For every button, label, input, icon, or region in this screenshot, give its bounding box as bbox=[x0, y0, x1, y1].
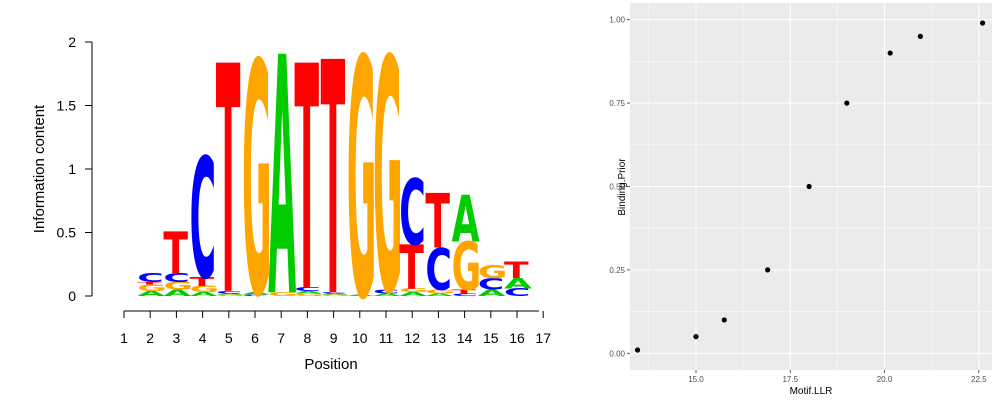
logo-x-tick-label: 11 bbox=[379, 330, 394, 346]
logo-x-tick-label: 15 bbox=[483, 330, 499, 346]
logo-letter-C-pos-9: C bbox=[321, 292, 347, 294]
scatter-y-tick-label: 1.00 bbox=[609, 16, 625, 25]
logo-letter-C-pos-8: C bbox=[294, 286, 320, 292]
logo-x-tick-label: 14 bbox=[457, 330, 473, 346]
logo-letter-A-pos-16: A bbox=[504, 276, 533, 292]
logo-letter-G-pos-9: G bbox=[321, 294, 351, 296]
scatter-point bbox=[917, 33, 923, 39]
logo-x-tick-label: 4 bbox=[199, 330, 207, 346]
logo-letter-C-pos-12: C bbox=[399, 161, 425, 266]
scatter-x-axis-title: Motif.LLR bbox=[790, 386, 833, 397]
logo-letter-T-pos-14: T bbox=[452, 289, 477, 295]
logo-x-tick-label: 17 bbox=[535, 330, 551, 346]
logo-letter-A-pos-15: A bbox=[478, 288, 507, 298]
logo-letter-G-pos-7: G bbox=[268, 291, 298, 297]
logo-letter-C-pos-5: C bbox=[216, 290, 243, 294]
logo-letter-C-pos-16: C bbox=[504, 287, 530, 299]
scatter-y-tick-label: 0.75 bbox=[609, 99, 625, 108]
logo-letter-G-pos-2: G bbox=[137, 283, 167, 293]
logo-x-tick-label: 16 bbox=[509, 330, 525, 346]
logo-letter-A-pos-5: A bbox=[216, 293, 244, 295]
scatter-point bbox=[765, 267, 771, 273]
logo-letter-C-pos-14: C bbox=[452, 293, 479, 297]
scatter-point bbox=[721, 317, 727, 323]
logo-x-tick-label: 10 bbox=[352, 330, 368, 346]
scatter-y-tick-label: 0.25 bbox=[609, 266, 625, 275]
logo-y-tick-label: 1.5 bbox=[57, 98, 77, 114]
logo-letter-T-pos-9: T bbox=[321, 0, 346, 368]
scatter-x-tick-label: 20.0 bbox=[877, 375, 893, 384]
logo-letter-C-pos-4: C bbox=[190, 125, 216, 317]
logo-letter-G-pos-5: G bbox=[216, 294, 246, 296]
logo-x-tick-label: 9 bbox=[330, 330, 338, 346]
scatter-point bbox=[634, 347, 641, 353]
logo-y-axis-title: Information content bbox=[31, 104, 48, 233]
logo-x-tick-label: 2 bbox=[146, 330, 154, 346]
logo-letter-C-pos-3: C bbox=[163, 271, 190, 285]
logo-letter-T-pos-12: T bbox=[399, 232, 424, 303]
logo-letter-A-pos-8: A bbox=[294, 290, 322, 294]
logo-letter-C-pos-11: C bbox=[373, 289, 399, 295]
logo-letter-G-pos-8: G bbox=[294, 293, 324, 297]
scatter-point bbox=[979, 20, 986, 26]
scatter-y-tick-label: 0.50 bbox=[609, 183, 625, 192]
logo-letter-A-pos-12: A bbox=[399, 291, 427, 297]
logo-letter-G-pos-11: G bbox=[373, 0, 403, 366]
logo-letter-A-pos-13: A bbox=[425, 293, 453, 297]
scatter-y-tick-label: 0.00 bbox=[609, 349, 625, 358]
logo-letter-T-pos-13: T bbox=[425, 178, 450, 266]
logo-letter-T-pos-5: T bbox=[216, 0, 241, 365]
logo-letter-T-pos-16: T bbox=[504, 258, 529, 284]
logo-x-tick-label: 7 bbox=[277, 330, 285, 346]
logo-x-tick-label: 13 bbox=[431, 330, 447, 346]
logo-letter-G-pos-14: G bbox=[452, 229, 482, 306]
logo-x-tick-label: 1 bbox=[120, 330, 128, 346]
logo-letter-G-pos-6: G bbox=[242, 0, 272, 368]
scatter-point bbox=[844, 100, 850, 106]
logo-y-tick-label: 0.5 bbox=[57, 225, 77, 241]
sequence-logo-chart: 00.511.52 1 2 3 4 5 6 7 8 9 10 11 12 13 14 15 16 17 AGTC… bbox=[31, 0, 551, 373]
logo-letter-C-pos-6: C bbox=[242, 294, 268, 296]
logo-letter-A-pos-11: A bbox=[373, 293, 401, 297]
logo-x-tick-label: 3 bbox=[173, 330, 181, 346]
logo-letter-A-pos-14: A bbox=[452, 183, 480, 257]
logo-x-tick-label: 6 bbox=[251, 330, 259, 346]
logo-letter-A-pos-7: A bbox=[268, 0, 296, 370]
logo-letter-A-pos-9: A bbox=[321, 293, 349, 295]
logo-letter-C-pos-2: C bbox=[137, 271, 164, 285]
scatter-x-tick-label: 15.0 bbox=[688, 375, 704, 384]
scatter-y-axis-title: Binding.Prior bbox=[617, 158, 628, 216]
scatter-x-tick-label: 22.5 bbox=[971, 375, 987, 384]
logo-letter-T-pos-8: T bbox=[294, 2, 319, 360]
scatter-point bbox=[887, 50, 893, 56]
logo-letter-A-pos-6: A bbox=[242, 292, 270, 296]
logo-x-tick-label: 5 bbox=[225, 330, 233, 346]
scatter-x-tick-label: 17.5 bbox=[782, 375, 798, 384]
logo-x-axis-title: Position bbox=[304, 356, 357, 373]
logo-letter-G-pos-4: G bbox=[190, 285, 220, 295]
logo-y-tick-label: 0 bbox=[68, 288, 76, 304]
logo-letter-G-pos-10: G bbox=[347, 0, 377, 372]
logo-y-tick-label: 2 bbox=[68, 34, 76, 50]
logo-letter-T-pos-3: T bbox=[163, 220, 188, 287]
logo-letter-A-pos-3: A bbox=[163, 288, 192, 298]
logo-letter-G-pos-13: G bbox=[425, 289, 455, 295]
logo-letter-T-pos-4: T bbox=[190, 275, 215, 289]
logo-letter-A-pos-2: A bbox=[137, 290, 165, 298]
logo-letter-A-pos-4: A bbox=[190, 291, 218, 297]
logo-letter-T-pos-2: T bbox=[137, 281, 162, 285]
logo-x-tick-label: 12 bbox=[404, 330, 420, 346]
logo-letter-C-pos-15: C bbox=[478, 275, 505, 294]
logo-y-tick-label: 1 bbox=[68, 161, 76, 177]
scatter-point bbox=[806, 183, 812, 190]
logo-letter-G-pos-15: G bbox=[478, 262, 508, 282]
logo-letter-A-pos-10: A bbox=[347, 294, 375, 296]
logo-x-tick-label: 8 bbox=[304, 330, 312, 346]
logo-letter-G-pos-12: G bbox=[399, 288, 429, 294]
scatter-point bbox=[693, 334, 699, 340]
logo-letter-G-pos-3: G bbox=[163, 280, 193, 292]
scatter-chart: 15.0 17.5 20.0 22.5 0.00 0.25 0.50 0.75 1.00 Mot… bbox=[609, 3, 992, 397]
logo-letter-C-pos-13: C bbox=[425, 237, 451, 304]
